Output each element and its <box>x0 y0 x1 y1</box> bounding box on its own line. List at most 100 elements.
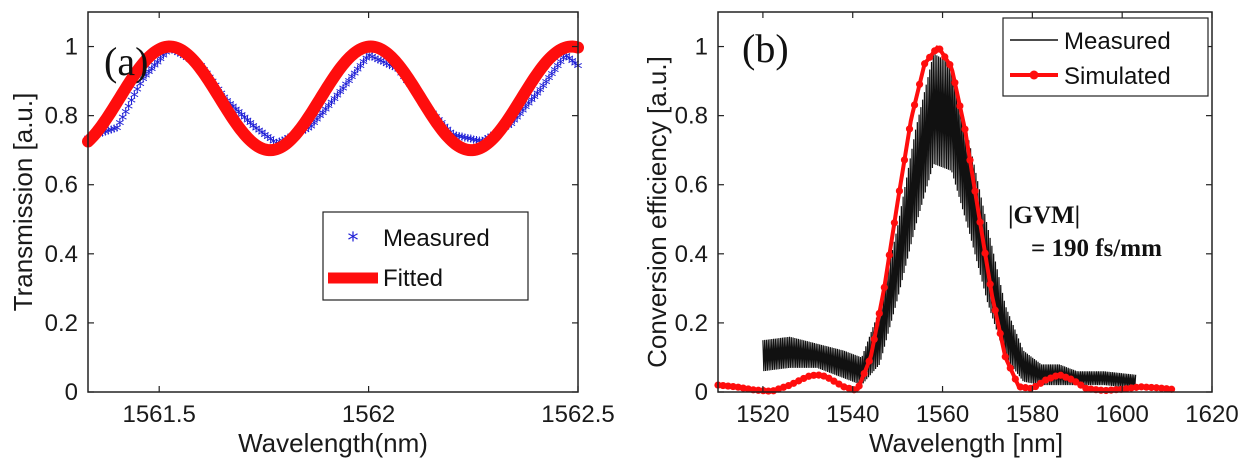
measured-point-a: * <box>533 86 542 107</box>
measured-point-a: * <box>388 59 397 80</box>
measured-point-a: * <box>321 102 330 123</box>
panel-b-xlabel: Wavelength [nm] <box>869 428 1063 458</box>
measured-point-a: * <box>176 47 185 68</box>
panel-b-legend-simulated: Simulated <box>1064 63 1171 90</box>
simulated-point-b <box>956 102 964 110</box>
measured-point-a: * <box>237 107 246 128</box>
measured-point-a: * <box>350 66 359 87</box>
measured-point-a: * <box>112 121 121 142</box>
measured-point-a: * <box>527 93 536 114</box>
panel-b-ytick-label: 0 <box>695 379 708 406</box>
measured-point-a: * <box>379 55 388 76</box>
measured-point-a: * <box>559 51 568 72</box>
measured-point-a: * <box>130 88 139 109</box>
measured-point-a: * <box>301 123 310 144</box>
measured-point-a: * <box>553 59 562 80</box>
measured-point-a: * <box>463 131 472 152</box>
panel-b-plot-frame <box>717 11 1213 393</box>
measured-point-a: * <box>246 116 255 137</box>
simulated-point-b <box>905 125 914 133</box>
measured-point-a: * <box>257 125 266 146</box>
panel-a-ytick-label: 0.4 <box>45 241 78 268</box>
measured-point-a: * <box>110 122 119 143</box>
measured-point-a: * <box>318 105 327 126</box>
panel-b-ytick-label: 0.4 <box>675 241 708 268</box>
measured-point-a: * <box>371 51 380 72</box>
panel-a-xtick-label: 1562 <box>342 401 395 428</box>
simulated-point-b <box>870 335 878 343</box>
panel-a: ****************************************… <box>8 11 615 458</box>
panel-b-legend-measured: Measured <box>1064 28 1171 55</box>
simulated-point-b <box>880 283 888 291</box>
measured-point-a: * <box>356 58 365 79</box>
measured-point-a: * <box>313 112 322 133</box>
measured-point-a: * <box>115 115 124 136</box>
simulated-point-b <box>936 45 944 53</box>
panel-a-legend: * Measured Fitted <box>322 211 529 301</box>
measured-point-a: * <box>147 61 156 82</box>
measured-point-a: * <box>255 123 264 144</box>
measured-point-a: * <box>568 53 577 74</box>
legend-simulated-dot-icon <box>1029 70 1039 80</box>
measured-point-a: * <box>133 82 142 103</box>
panel-a-xtick-label: 1562.5 <box>541 401 614 428</box>
measured-point-a: * <box>556 55 565 76</box>
simulated-point-b <box>971 187 979 195</box>
panel-b-ylabel: Conversion efficiency [a.u.] <box>642 56 672 368</box>
measured-point-a: * <box>179 49 188 70</box>
measured-point-a: * <box>98 126 107 147</box>
measured-point-a: * <box>376 54 385 75</box>
panel-b-ytick-label: 0.2 <box>675 310 708 337</box>
measured-point-a: * <box>550 63 559 84</box>
simulated-point-b <box>926 53 934 61</box>
measured-point-a: * <box>144 65 153 86</box>
measured-point-a: * <box>469 132 478 153</box>
measured-point-a: * <box>260 127 269 148</box>
simulated-point-b <box>810 371 818 379</box>
measured-point-a: * <box>521 100 530 121</box>
measured-point-a: * <box>266 132 275 153</box>
measured-point-a: * <box>307 119 316 140</box>
simulated-point-b <box>855 382 863 390</box>
measured-point-a: * <box>518 103 527 124</box>
measured-point-a: * <box>530 89 539 110</box>
simulated-point-b <box>860 369 868 378</box>
panel-b-ytick-label: 1 <box>695 34 708 61</box>
simulated-point-b <box>895 187 904 195</box>
simulated-point-b <box>986 280 994 288</box>
measured-point-a: * <box>243 113 252 134</box>
panel-b-xtick-label: 1580 <box>1006 401 1059 428</box>
panel-a-ytick-label: 0 <box>65 379 78 406</box>
legend-measured-marker-icon: * <box>348 229 359 254</box>
measured-point-a: * <box>391 61 400 82</box>
measured-point-a: * <box>344 73 353 94</box>
measured-point-a: * <box>545 70 554 91</box>
measured-point-a: * <box>330 92 339 113</box>
measured-point-a: * <box>118 110 127 131</box>
measured-point-a: * <box>168 42 177 63</box>
measured-point-a: * <box>121 104 130 125</box>
panel-a-ticks: 1561.5 1562 1562.5 0 0.2 0.4 0.6 0.8 1 <box>45 12 615 428</box>
measured-point-a: * <box>507 117 516 138</box>
fitted-curve-a <box>82 40 584 157</box>
panel-b-ytick-label: 0.8 <box>675 103 708 130</box>
panel-a-ytick-label: 0.8 <box>45 103 78 130</box>
measured-point-a: * <box>153 55 162 76</box>
measured-point-a: * <box>365 48 374 69</box>
measured-point-a: * <box>382 56 391 77</box>
measured-point-a: * <box>571 56 580 77</box>
simulated-point-b <box>865 357 873 365</box>
simulated-point-b <box>991 306 999 314</box>
panel-a-label: (a) <box>104 39 148 84</box>
panel-a-xtick-label: 1561.5 <box>122 401 195 428</box>
measured-point-a: * <box>324 98 333 119</box>
measured-point-a: * <box>516 106 525 127</box>
measured-point-a: * <box>539 78 548 99</box>
measured-point-a: * <box>524 96 533 117</box>
measured-point-a: * <box>339 81 348 102</box>
measured-point-a: * <box>315 109 324 130</box>
measured-point-a: * <box>127 93 136 114</box>
measured-point-a: * <box>159 48 168 69</box>
measured-point-a: * <box>124 99 133 120</box>
